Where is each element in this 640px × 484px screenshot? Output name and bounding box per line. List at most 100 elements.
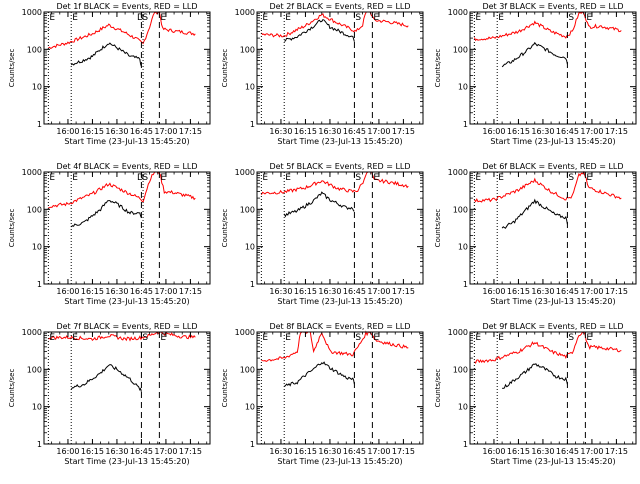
marker-label: E [262, 13, 268, 23]
marker-label: E [475, 333, 481, 343]
x-tick-label: 16:45 [556, 127, 579, 136]
marker-label: E [262, 173, 268, 183]
y-tick-label: 1 [463, 120, 468, 129]
y-axis-label: Counts/sec [434, 49, 442, 88]
y-axis-label: Counts/sec [8, 209, 16, 248]
x-tick-label: 17:00 [154, 287, 177, 296]
x-tick-label: 16:45 [556, 447, 579, 456]
panel-title: Det 6f BLACK = Events, RED = LLD [482, 162, 623, 171]
x-tick-label: 17:00 [367, 127, 390, 136]
panel-title: Det 5f BLACK = Events, RED = LLD [269, 162, 410, 171]
marker-label: S [568, 333, 574, 343]
marker-label: E [72, 13, 78, 23]
y-tick-label: 10 [32, 403, 42, 412]
panel-title: Det 9f BLACK = Events, RED = LLD [482, 322, 623, 331]
marker-label: E [160, 333, 166, 343]
x-tick-label: 16:15 [81, 287, 104, 296]
y-tick-label: 1000 [235, 168, 255, 177]
x-tick-label: 16:30 [318, 287, 341, 296]
y-tick-label: 1000 [448, 168, 468, 177]
y-tick-label: 1 [37, 280, 42, 289]
x-tick-label: 16:15 [294, 127, 317, 136]
marker-label: E [373, 333, 379, 343]
marker-label: E [586, 13, 592, 23]
y-tick-label: 1000 [235, 328, 255, 337]
panel-title: Det 8f BLACK = Events, RED = LLD [269, 322, 410, 331]
marker-label: E [498, 173, 504, 183]
y-axis-label: Counts/sec [8, 369, 16, 408]
y-tick-label: 100 [453, 365, 468, 374]
series-line-black [284, 18, 355, 42]
series-line-red [261, 330, 409, 362]
x-axis-label: Start Time (23-Jul-13 15:45:20) [64, 297, 189, 306]
x-axis-label: Start Time (23-Jul-13 15:45:20) [490, 457, 615, 466]
series-line-black [502, 363, 568, 389]
x-tick-label: 16:00 [482, 447, 505, 456]
marker-label: S [568, 173, 574, 183]
plot-frame [469, 11, 637, 125]
x-tick-label: 16:30 [531, 127, 554, 136]
y-tick-label: 1000 [448, 328, 468, 337]
panel-title: Det 4f BLACK = Events, RED = LLD [56, 162, 197, 171]
series-line-black [70, 200, 142, 228]
series-line-black [283, 361, 355, 387]
x-tick-label: 16:45 [130, 447, 153, 456]
x-tick-label: 17:00 [154, 127, 177, 136]
series-line-black [501, 198, 568, 229]
x-tick-label: 16:30 [105, 127, 128, 136]
x-tick-label: 16:00 [56, 447, 79, 456]
y-tick-label: 10 [32, 243, 42, 252]
x-tick-label: 16:00 [56, 127, 79, 136]
panel-title: Det 3f BLACK = Events, RED = LLD [482, 2, 623, 11]
marker-label: E [285, 13, 291, 23]
plot-frame [256, 171, 424, 285]
x-axis-label: Start Time (23-Jul-13 15:45:20) [490, 297, 615, 306]
marker-label: E [49, 173, 55, 183]
x-tick-label: 17:15 [179, 127, 202, 136]
y-tick-label: 100 [27, 365, 42, 374]
x-tick-label: 16:45 [130, 287, 153, 296]
x-tick-label: 17:15 [605, 287, 628, 296]
marker-label: S [142, 13, 148, 23]
x-tick-label: 16:30 [531, 287, 554, 296]
x-tick-label: 16:15 [507, 287, 530, 296]
plot-frame [43, 331, 211, 445]
y-tick-label: 100 [240, 45, 255, 54]
x-tick-label: 16:45 [343, 127, 366, 136]
marker-label: E [586, 173, 592, 183]
marker-label: E [498, 13, 504, 23]
y-tick-label: 1000 [448, 8, 468, 17]
plot-frame [256, 11, 424, 125]
y-tick-label: 100 [27, 205, 42, 214]
panel-title: Det 2f BLACK = Events, RED = LLD [269, 2, 410, 11]
x-tick-label: 17:00 [580, 287, 603, 296]
marker-label: E [160, 173, 166, 183]
series-line-red [261, 11, 409, 38]
y-axis-label: Counts/sec [8, 49, 16, 88]
y-axis-label: Counts/sec [434, 209, 442, 248]
marker-label: E [285, 173, 291, 183]
y-tick-label: 1000 [22, 8, 42, 17]
marker-label: E [373, 13, 379, 23]
marker-label: S [568, 13, 574, 23]
x-axis-label: Start Time (23-Jul-13 15:45:20) [277, 457, 402, 466]
y-tick-label: 10 [32, 83, 42, 92]
plot-frame [256, 331, 424, 445]
marker-label: E [586, 333, 592, 343]
x-tick-label: 16:15 [507, 127, 530, 136]
series-line-red [473, 170, 622, 203]
x-tick-label: 17:15 [179, 447, 202, 456]
x-tick-label: 16:15 [81, 127, 104, 136]
plot-frame [469, 331, 637, 445]
y-tick-label: 100 [240, 365, 255, 374]
y-tick-label: 100 [27, 45, 42, 54]
marker-label: E [72, 173, 78, 183]
marker-label: S [142, 333, 148, 343]
marker-label: E [160, 13, 166, 23]
x-tick-label: 16:30 [318, 447, 341, 456]
y-tick-label: 10 [458, 403, 468, 412]
